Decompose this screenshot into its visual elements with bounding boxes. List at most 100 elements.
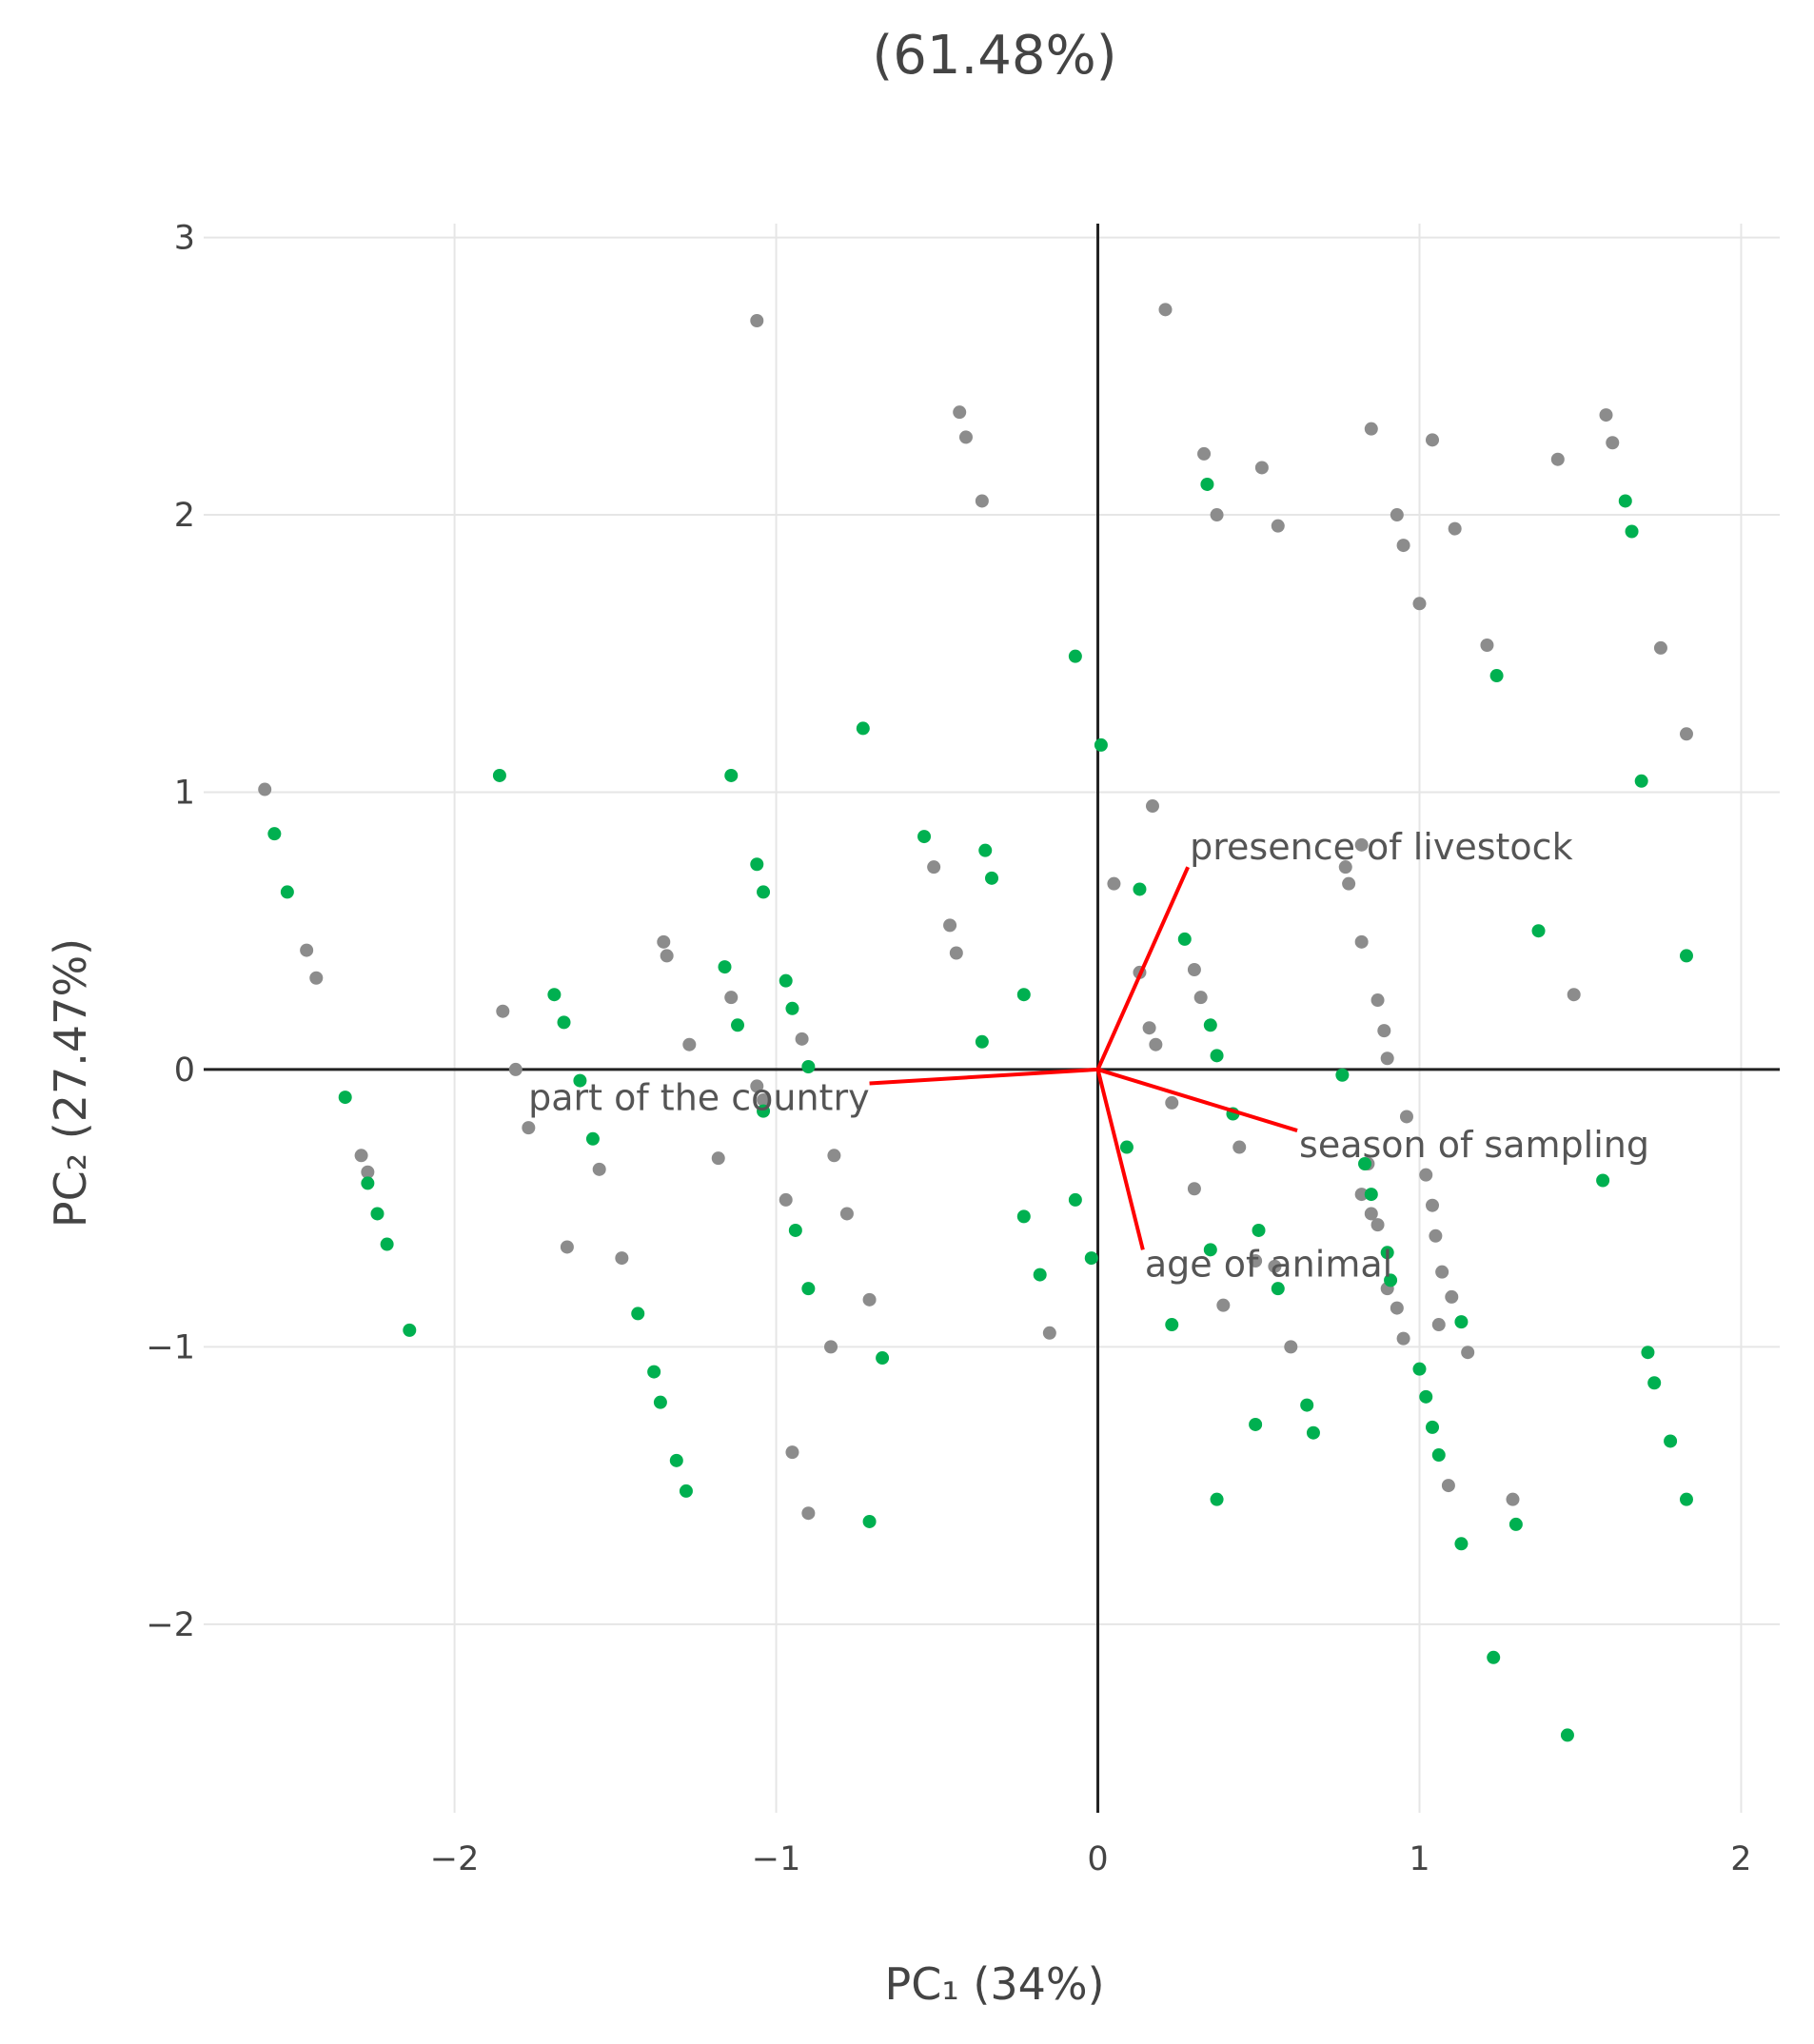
gray-data-point: [1599, 408, 1613, 423]
green-data-point: [1679, 1492, 1693, 1506]
green-data-point: [856, 721, 870, 736]
green-data-point: [975, 1034, 989, 1049]
gray-data-point: [1412, 597, 1427, 611]
green-data-point: [1165, 1318, 1179, 1332]
gray-data-point: [1216, 1298, 1231, 1312]
gray-data-point: [657, 934, 671, 949]
gray-data-point: [750, 314, 764, 328]
loading-vector: [1095, 1069, 1145, 1250]
green-data-point: [267, 827, 282, 841]
gray-data-point: [1145, 799, 1159, 814]
gray-data-point: [795, 1032, 809, 1046]
green-data-point: [647, 1365, 661, 1379]
green-data-point: [380, 1237, 394, 1251]
green-data-point: [1664, 1434, 1678, 1448]
gray-data-point: [757, 1092, 771, 1107]
gray-data-point: [1149, 1037, 1163, 1051]
x-axis-label: PC₁ (34%): [884, 1958, 1105, 2010]
gray-data-point: [779, 1192, 793, 1207]
gray-data-point: [1370, 993, 1385, 1008]
y-tick-label: 0: [174, 1051, 195, 1090]
green-data-point: [679, 1484, 693, 1498]
green-data-point: [1531, 924, 1546, 938]
green-data-point: [1412, 1362, 1427, 1376]
green-data-point: [361, 1176, 375, 1190]
green-data-point: [801, 1060, 816, 1074]
gray-data-point: [1606, 436, 1620, 450]
gray-data-point: [1232, 1140, 1247, 1154]
gray-data-point: [1187, 1182, 1201, 1196]
gray-data-point: [361, 1165, 375, 1179]
green-data-point: [757, 885, 771, 899]
y-tick-label: 3: [174, 220, 195, 258]
gray-data-point: [1461, 1346, 1475, 1360]
green-data-point: [985, 871, 998, 885]
green-data-point: [653, 1395, 667, 1409]
green-data-point: [573, 1073, 587, 1088]
gray-data-point: [1435, 1265, 1449, 1279]
green-data-point: [1384, 1273, 1398, 1287]
gray-data-point: [1506, 1492, 1520, 1506]
gray-data-point: [949, 946, 963, 960]
loading-vector-label: part of the country: [528, 1076, 869, 1118]
green-data-point: [1119, 1140, 1134, 1154]
green-data-point: [1094, 737, 1108, 752]
green-data-point: [876, 1351, 890, 1366]
green-data-point: [1200, 477, 1214, 491]
gray-data-point: [300, 943, 314, 957]
gray-data-point: [1268, 1259, 1282, 1273]
green-data-point: [1454, 1537, 1469, 1551]
green-data-point: [1596, 1173, 1610, 1188]
green-data-point: [1560, 1728, 1574, 1742]
loading-vector: [1095, 866, 1190, 1071]
green-data-point: [1335, 1068, 1350, 1082]
gray-data-point: [1338, 860, 1352, 875]
y-axis-label: PC₂ (27.47%): [45, 937, 96, 1228]
gray-data-point: [1426, 433, 1440, 447]
green-data-point: [631, 1307, 645, 1321]
green-data-point: [1364, 1188, 1378, 1202]
green-data-point: [1252, 1223, 1266, 1237]
gray-data-point: [1431, 1318, 1446, 1332]
green-data-point: [403, 1323, 417, 1337]
gray-data-point: [660, 949, 674, 963]
green-data-point: [1625, 524, 1639, 539]
x-tick-labels: −2 −1 0 1 2: [430, 1840, 1752, 1878]
gray-data-point: [1354, 934, 1369, 949]
gray-data-point: [953, 405, 967, 420]
green-data-point: [1084, 1251, 1098, 1266]
x-tick-label: −2: [430, 1840, 480, 1878]
green-data-point: [370, 1207, 384, 1221]
green-data-point: [585, 1131, 600, 1146]
gray-data-point: [615, 1251, 629, 1266]
gray-data-point: [1197, 446, 1212, 461]
gray-data-point: [711, 1151, 725, 1166]
gray-data-point: [354, 1149, 368, 1163]
gray-data-point: [1429, 1228, 1443, 1243]
gray-data-point: [258, 782, 272, 796]
gray-data-point: [1419, 1168, 1433, 1182]
loading-vector-label: age of animal: [1145, 1243, 1392, 1285]
green-data-point: [757, 1104, 771, 1118]
gray-data-point: [1396, 539, 1410, 553]
green-data-point: [1419, 1389, 1433, 1404]
loading-vector: [1096, 1068, 1298, 1132]
loading-vector-label: season of sampling: [1299, 1124, 1649, 1166]
gray-data-point: [827, 1149, 841, 1163]
gray-data-point: [1165, 1095, 1179, 1110]
loading-vector-label: presence of livestock: [1190, 826, 1572, 868]
green-data-point: [731, 1018, 745, 1032]
green-data-point: [779, 973, 793, 988]
green-data-point: [1634, 774, 1648, 788]
gray-data-point: [1193, 991, 1208, 1005]
x-tick-label: −1: [752, 1840, 801, 1878]
green-data-point: [978, 843, 993, 857]
x-tick-label: 0: [1087, 1840, 1108, 1878]
gray-data-point: [309, 971, 324, 985]
y-tick-label: 2: [174, 497, 195, 535]
gray-data-point: [1380, 1051, 1394, 1066]
gray-data-point: [1187, 962, 1201, 976]
green-data-point: [492, 768, 506, 782]
gray-data-point: [1399, 1110, 1413, 1124]
gray-data-point: [1377, 1024, 1391, 1038]
